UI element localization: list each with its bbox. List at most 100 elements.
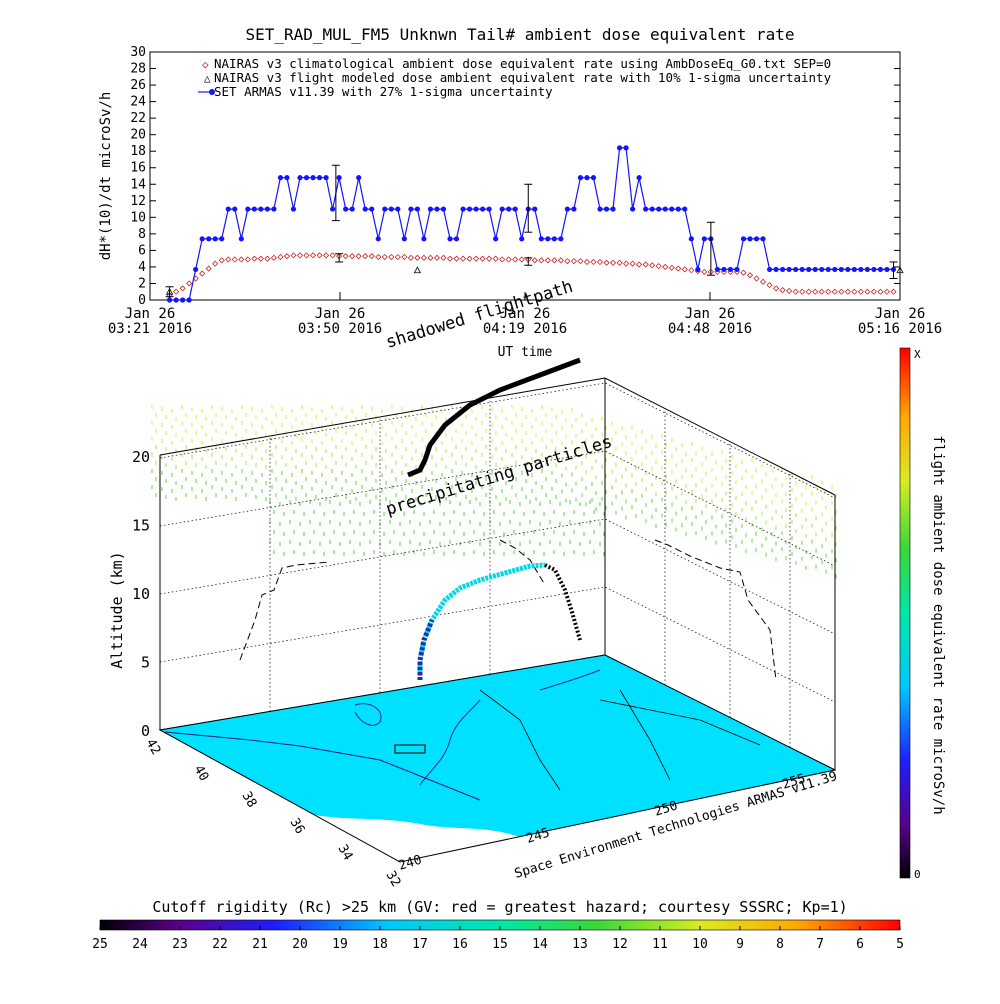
nairas-clim-point [786, 287, 793, 294]
armas-point [636, 175, 642, 181]
armas-point [616, 145, 623, 151]
nairas-clim-point [349, 253, 356, 260]
armas-point [799, 266, 805, 273]
nairas-clim-point [662, 263, 669, 270]
nairas-clim-point [636, 261, 643, 268]
longitude-tick-label: 245 [525, 826, 552, 847]
armas-point [362, 206, 368, 212]
armas-point [219, 236, 225, 242]
annotation-precipitating-particles: precipitating particles [384, 432, 615, 520]
x-tick-label-date: Jan 26 [125, 306, 176, 322]
armas-point [166, 297, 173, 303]
armas-point [375, 236, 381, 242]
armas-point [766, 266, 773, 273]
nairas-clim-point [251, 255, 258, 262]
armas-point [877, 266, 884, 273]
nairas-clim-point [225, 256, 232, 263]
armas-point [695, 266, 701, 273]
armas-point [369, 206, 375, 212]
armas-point [199, 236, 205, 242]
armas-point [747, 236, 753, 242]
altitude-tick-label: 15 [132, 517, 150, 535]
nairas-clim-point [629, 260, 636, 267]
nairas-clim-point [766, 282, 773, 289]
armas-point [212, 236, 218, 242]
x-tick-label-time: 05:16 2016 [858, 321, 942, 337]
map-frame [158, 654, 837, 863]
armas-point [786, 266, 792, 273]
armas-point [571, 206, 577, 212]
armas-point [793, 266, 799, 273]
nairas-clim-point [616, 259, 623, 266]
latitude-tick-label: 42 [143, 737, 164, 758]
armas-point [173, 297, 179, 303]
colorbar-tick-label: 19 [332, 937, 348, 952]
armas-point [245, 206, 251, 212]
armas-point [232, 206, 238, 212]
nairas-clim-point [270, 254, 277, 261]
armas-point [316, 175, 323, 181]
flightpath-line-segment [417, 619, 435, 680]
latitude-tick-label: 36 [287, 816, 308, 837]
nairas-clim-point [623, 260, 630, 267]
colorbar-tick-label: 17 [412, 937, 428, 952]
armas-point [806, 266, 812, 273]
armas-point [760, 236, 766, 242]
y-tick-label: 0 [138, 293, 146, 308]
armas-point [460, 206, 466, 212]
armas-point [480, 206, 486, 212]
top-chart: SET_RAD_MUL_FM5 Unknwn Tail# ambient dos… [98, 25, 942, 360]
nairas-clim-point [596, 258, 604, 266]
armas-point [310, 175, 316, 181]
armas-point [884, 266, 890, 273]
nairas-clim-point [544, 257, 551, 264]
armas-point [356, 175, 362, 181]
altitude-tick-label: 10 [132, 585, 150, 603]
nairas-clim-point [505, 256, 512, 263]
latitude-tick-label: 40 [191, 763, 212, 784]
nairas-clim-point [512, 256, 519, 263]
nairas-clim-point [401, 253, 408, 261]
armas-point [727, 266, 734, 273]
colorbar-tick-label: 14 [532, 937, 548, 952]
legend-entry-nairas-flight: NAIRAS v3 flight modeled dose ambient eq… [214, 70, 832, 85]
colorbar-tick-label: 21 [252, 937, 268, 952]
nairas-clim-point [825, 288, 832, 295]
nairas-clim-point [277, 253, 284, 261]
armas-point [603, 206, 610, 212]
nairas-clim-point [231, 256, 238, 263]
flightpath-projections [239, 539, 777, 681]
armas-point [871, 266, 877, 273]
altitude-axis-label: Altitude (km) [108, 551, 126, 668]
armas-point [206, 236, 212, 242]
x-tick-label-time: 04:19 2016 [483, 321, 567, 337]
dose-colorbar-label: flight ambient dose equivalent rate micr… [930, 435, 946, 814]
armas-point [251, 206, 257, 212]
armas-point [688, 236, 694, 242]
nairas-clim-point [394, 253, 401, 261]
coastline-white [300, 812, 548, 862]
y-tick-label: 10 [130, 210, 146, 225]
x-tick-label-date: Jan 26 [685, 306, 736, 322]
armas-point [825, 266, 831, 273]
nairas-clim-point [531, 257, 538, 264]
armas-point [271, 206, 277, 212]
armas-point [408, 206, 414, 212]
top-chart-ylabel: dH*(10)/dt microSv/h [98, 92, 114, 261]
flightpath-descent [544, 563, 582, 641]
x-tick-label-time: 03:21 2016 [108, 321, 192, 337]
armas-point [780, 266, 786, 273]
nairas-clim-point [342, 253, 349, 260]
nairas-clim-point [238, 256, 245, 263]
armas-point [323, 175, 329, 181]
nairas-clim-point [538, 257, 545, 264]
nairas-clim-point [877, 288, 884, 295]
armas-point [486, 206, 492, 212]
y-tick-label: 2 [138, 276, 146, 291]
nairas-clim-point [212, 260, 219, 267]
armas-point [519, 236, 525, 242]
nairas-clim-point [316, 252, 323, 259]
